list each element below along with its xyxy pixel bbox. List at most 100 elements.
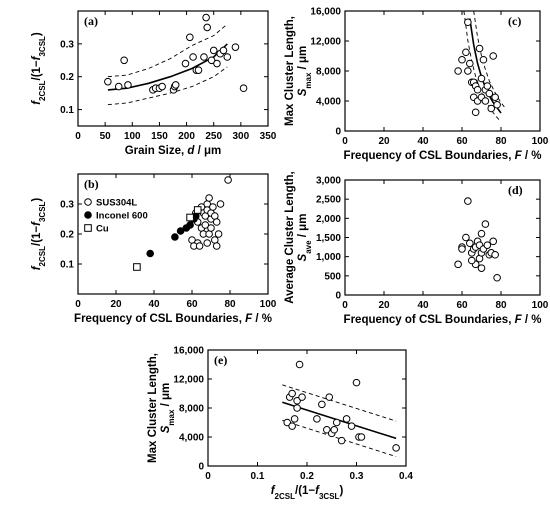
x-axis-title-part: F bbox=[245, 313, 253, 325]
data-point bbox=[313, 415, 321, 423]
data-point bbox=[212, 242, 221, 250]
x-tick-label: 100 bbox=[260, 299, 277, 310]
y-axis-title-line2-part: max bbox=[304, 72, 313, 89]
x-axis-title-part: Frequency of CSL Boundaries, bbox=[344, 314, 515, 326]
data-point bbox=[483, 241, 492, 249]
x-tick-label: 0 bbox=[75, 131, 81, 142]
panel-label: (c) bbox=[508, 14, 521, 28]
x-axis-title: Frequency of CSL Boundaries, F / % bbox=[344, 314, 542, 326]
y-axis-title-part: f bbox=[31, 221, 43, 226]
data-point-filled bbox=[176, 227, 185, 235]
y-tick-label: 16,000 bbox=[310, 7, 341, 18]
legend-marker bbox=[84, 211, 92, 219]
y-tick-label: 1,000 bbox=[316, 252, 341, 263]
x-axis-title-part: 3CSL bbox=[319, 492, 340, 501]
data-point bbox=[283, 418, 292, 427]
x-tick-label: 0 bbox=[342, 300, 348, 311]
y-axis-title-line1-part: Average Cluster Length, bbox=[284, 171, 296, 304]
y-axis-title-line2-part: S bbox=[160, 425, 172, 433]
x-tick-label: 100 bbox=[532, 300, 549, 311]
x-tick-label: 0 bbox=[205, 471, 211, 482]
y-tick-label: 16,000 bbox=[173, 346, 204, 357]
data-point bbox=[473, 85, 482, 94]
x-tick-label: 40 bbox=[417, 300, 429, 311]
y-axis-title-part: 3CSL bbox=[38, 36, 47, 57]
data-point bbox=[224, 176, 232, 184]
y-axis-title-part: ) bbox=[31, 198, 43, 202]
data-point bbox=[207, 56, 216, 65]
data-point-square bbox=[186, 213, 194, 222]
x-tick-label: 0.2 bbox=[300, 471, 314, 482]
data-point bbox=[171, 81, 180, 89]
panel-label: (a) bbox=[84, 14, 98, 28]
y-axis-title-part: 3CSL bbox=[38, 201, 47, 222]
y-tick-label: 8,000 bbox=[179, 404, 204, 415]
panel-b: 0 20 40 60 80 100 0.1 0.2 0.3 Frequency of CSL Bo… bbox=[31, 173, 277, 325]
data-point bbox=[207, 224, 215, 232]
x-tick-label: 60 bbox=[456, 136, 468, 147]
data-point bbox=[158, 82, 166, 91]
x-axis-title-part: /(1− bbox=[295, 485, 315, 497]
y-axis-title-line2-part: / μm bbox=[160, 383, 172, 410]
x-tick-label: 20 bbox=[378, 300, 390, 311]
plot-frame bbox=[77, 10, 269, 127]
y-axis-title-part: f bbox=[31, 55, 43, 60]
data-point bbox=[491, 250, 499, 259]
data-point bbox=[203, 23, 211, 32]
legend-marker bbox=[84, 198, 92, 206]
y-axis-title-part: /(1− bbox=[31, 60, 43, 80]
data-point bbox=[487, 104, 496, 113]
x-axis-title-part: / % bbox=[252, 313, 272, 325]
y-axis-title: f2CSL/(1−f3CSL) bbox=[31, 32, 47, 105]
y-tick-label: 0.1 bbox=[60, 105, 74, 116]
x-axis-title-part: / % bbox=[522, 314, 542, 326]
data-point-filled bbox=[146, 249, 154, 258]
data-point bbox=[195, 242, 204, 250]
data-point bbox=[493, 273, 501, 282]
confidence-band-upper bbox=[107, 23, 228, 78]
x-tick-label: 80 bbox=[495, 300, 507, 311]
y-tick-label: 0.3 bbox=[60, 200, 74, 211]
x-axis-title-part: Frequency of CSL Boundaries, bbox=[74, 313, 245, 325]
data-point bbox=[216, 200, 225, 208]
data-point bbox=[462, 233, 470, 242]
legend-marker bbox=[84, 224, 92, 232]
x-tick-label: 0.4 bbox=[399, 471, 413, 482]
y-tick-label: 0 bbox=[335, 291, 341, 302]
data-point bbox=[471, 108, 480, 117]
data-point bbox=[462, 48, 470, 57]
legend-label: SUS304L bbox=[96, 198, 137, 209]
x-tick-label: 0 bbox=[75, 299, 81, 310]
data-point bbox=[477, 74, 486, 83]
data-point bbox=[491, 93, 499, 102]
x-axis-title-part: / % bbox=[522, 150, 542, 162]
data-point bbox=[464, 67, 472, 75]
x-tick-label: 40 bbox=[148, 299, 160, 310]
data-point bbox=[290, 415, 299, 423]
y-tick-label: 0 bbox=[335, 127, 341, 138]
x-axis-title: Grain Size, d / μm bbox=[125, 145, 222, 157]
data-point bbox=[342, 415, 351, 423]
data-point bbox=[325, 393, 334, 401]
y-axis-title-part: f bbox=[31, 100, 43, 105]
y-tick-label: 12,000 bbox=[310, 37, 341, 48]
x-axis-title: Frequency of CSL Boundaries, F / % bbox=[74, 313, 272, 325]
data-point bbox=[205, 194, 213, 202]
plot-frame bbox=[207, 349, 407, 467]
x-tick-label: 350 bbox=[260, 131, 277, 142]
panel-a: 0 50 100 150 200 250 300 350 0.1 0.2 0.3 Grain Size… bbox=[31, 10, 277, 157]
data-point bbox=[120, 56, 128, 65]
data-point bbox=[466, 59, 474, 68]
confidence-band-lower bbox=[107, 66, 228, 106]
data-point bbox=[114, 82, 123, 91]
x-tick-label: 0.3 bbox=[350, 471, 364, 482]
y-axis-title-line2-part: max bbox=[167, 409, 176, 426]
confidence-band-lower bbox=[463, 11, 500, 121]
x-tick-label: 60 bbox=[456, 300, 468, 311]
data-point bbox=[231, 43, 240, 51]
x-tick-label: 100 bbox=[532, 136, 549, 147]
y-axis-title-part: ) bbox=[31, 32, 43, 36]
plot-frame bbox=[344, 179, 541, 296]
x-tick-label: 50 bbox=[100, 131, 112, 142]
